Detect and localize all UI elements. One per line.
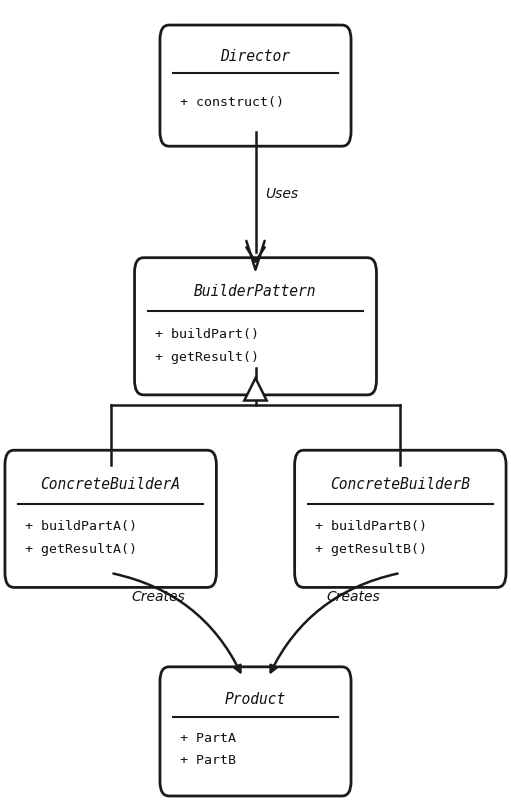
Text: Creates: Creates (326, 590, 380, 604)
FancyBboxPatch shape (5, 450, 216, 588)
Text: + getResultA(): + getResultA() (25, 543, 137, 556)
FancyBboxPatch shape (160, 667, 351, 796)
Text: + construct(): + construct() (180, 96, 284, 109)
FancyBboxPatch shape (134, 258, 377, 395)
Text: Product: Product (225, 691, 286, 707)
Text: + PartB: + PartB (180, 753, 236, 766)
Text: ConcreteBuilderB: ConcreteBuilderB (330, 477, 470, 492)
Text: + getResultB(): + getResultB() (315, 543, 427, 556)
Text: + buildPartA(): + buildPartA() (25, 520, 137, 533)
Polygon shape (244, 378, 267, 401)
FancyBboxPatch shape (160, 25, 351, 147)
Text: ConcreteBuilderA: ConcreteBuilderA (41, 477, 181, 492)
Text: BuilderPattern: BuilderPattern (194, 284, 317, 299)
FancyBboxPatch shape (295, 450, 506, 588)
Text: + buildPartB(): + buildPartB() (315, 520, 427, 533)
Text: Director: Director (221, 48, 290, 64)
Text: + PartA: + PartA (180, 733, 236, 745)
Text: + getResult(): + getResult() (155, 351, 259, 364)
Text: + buildPart(): + buildPart() (155, 328, 259, 341)
Text: Creates: Creates (131, 590, 185, 604)
Text: Uses: Uses (266, 187, 299, 201)
